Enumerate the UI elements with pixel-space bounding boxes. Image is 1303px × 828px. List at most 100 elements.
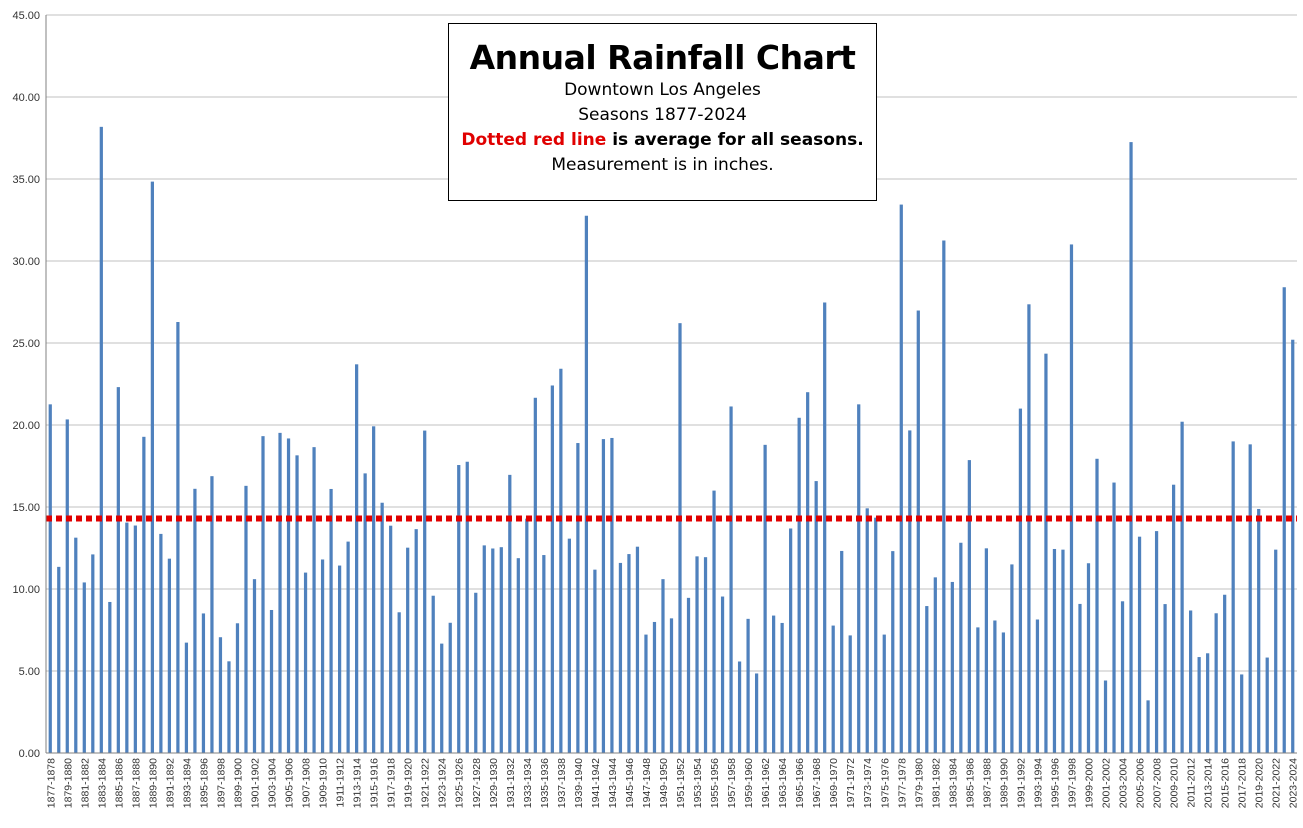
bar [959, 542, 963, 753]
x-tick-label: 1889-1890 [147, 758, 159, 808]
x-tick-label: 1945-1946 [624, 758, 636, 808]
chart-subtitle-location: Downtown Los Angeles [564, 80, 761, 100]
x-tick-label: 1971-1972 [845, 758, 857, 808]
x-tick-label: 1975-1976 [879, 758, 891, 808]
bar [91, 554, 95, 753]
x-tick-label: 1943-1944 [607, 758, 619, 808]
bar [1197, 657, 1201, 753]
bar [278, 432, 282, 753]
bar [1231, 441, 1235, 753]
bar [1001, 632, 1006, 753]
x-tick-label: 1987-1988 [981, 758, 993, 808]
bar [806, 392, 810, 753]
average-line-note-red: Dotted red line [461, 130, 607, 150]
bar [150, 181, 154, 753]
bar [474, 592, 478, 753]
bar [669, 618, 674, 753]
bar [908, 430, 912, 753]
x-tick-label: 1883-1884 [96, 758, 108, 808]
bar [516, 558, 520, 753]
x-tick-label: 1965-1966 [794, 758, 806, 808]
bar [874, 517, 878, 753]
bar [891, 551, 895, 753]
x-tick-label: 1881-1882 [79, 758, 91, 808]
bar [601, 439, 606, 753]
x-tick-label: 1993-1994 [1032, 758, 1044, 808]
bar [201, 613, 206, 753]
bar [1044, 353, 1048, 753]
bar [193, 488, 197, 753]
x-tick-label: 1939-1940 [573, 758, 585, 808]
y-tick-label: 30.00 [12, 256, 40, 268]
measurement-unit-note: Measurement is in inches. [551, 155, 774, 175]
bar [661, 579, 665, 753]
bar [933, 577, 937, 753]
bar [210, 476, 214, 753]
bar [729, 406, 733, 753]
x-tick-label: 1909-1910 [318, 758, 330, 808]
bar [644, 634, 648, 753]
bar [159, 533, 163, 753]
bar [329, 488, 333, 753]
bar [74, 537, 78, 753]
x-tick-label: 2019-2020 [1254, 758, 1266, 808]
bar [1137, 536, 1142, 753]
bar [720, 596, 725, 753]
bar [1265, 657, 1269, 753]
bar [763, 444, 767, 753]
bar [857, 404, 861, 753]
bar [1052, 548, 1057, 753]
bar [363, 473, 367, 753]
x-tick-label: 1901-1902 [250, 758, 262, 808]
x-tick-label: 1925-1926 [454, 758, 466, 808]
x-tick-label: 1991-1992 [1015, 758, 1027, 808]
x-tick-label: 1959-1960 [743, 758, 755, 808]
bar [848, 635, 852, 753]
x-tick-label: 1979-1980 [913, 758, 925, 808]
x-tick-label: 1935-1936 [539, 758, 551, 808]
y-tick-label: 20.00 [12, 420, 40, 432]
bar [618, 562, 623, 753]
bar [1103, 680, 1108, 753]
bar [380, 502, 384, 753]
bar [610, 437, 614, 753]
bar [167, 558, 172, 753]
x-tick-label: 1923-1924 [437, 758, 449, 808]
bar [116, 387, 120, 753]
y-tick-label: 10.00 [12, 584, 40, 596]
bar [1018, 408, 1023, 753]
bar [993, 620, 997, 753]
bar [942, 240, 946, 753]
bar [1206, 653, 1210, 753]
bar [686, 597, 691, 753]
x-tick-label: 1921-1922 [420, 758, 432, 808]
bar [142, 436, 146, 753]
bar [1095, 458, 1099, 753]
bar [99, 126, 103, 754]
x-tick-label: 1985-1986 [964, 758, 976, 808]
x-tick-label: 1953-1954 [692, 758, 704, 808]
bar [593, 569, 597, 753]
x-tick-label: 1973-1974 [862, 758, 874, 808]
y-tick-label: 40.00 [12, 92, 40, 104]
bar [712, 490, 716, 753]
bar [678, 323, 682, 753]
x-tick-label: 1933-1934 [522, 758, 534, 808]
bar [423, 430, 427, 753]
x-tick-label: 1999-2000 [1084, 758, 1096, 808]
bar [899, 204, 903, 753]
y-tick-label: 15.00 [12, 502, 40, 514]
x-tick-label: 2009-2010 [1169, 758, 1181, 808]
bar [916, 310, 920, 753]
x-tick-label: 1947-1948 [641, 758, 653, 808]
bar [789, 528, 793, 753]
y-axis-tick-labels: 0.00 5.00 10.00 15.00 20.00 25.00 30.00 35.00 40… [12, 10, 40, 760]
bar [1163, 604, 1167, 753]
x-tick-label: 1891-1892 [164, 758, 176, 808]
bar [337, 565, 342, 753]
bar [414, 529, 418, 753]
bar [406, 547, 410, 753]
bar [1129, 142, 1133, 754]
x-tick-label: 1893-1894 [181, 758, 193, 808]
bar [244, 485, 248, 753]
